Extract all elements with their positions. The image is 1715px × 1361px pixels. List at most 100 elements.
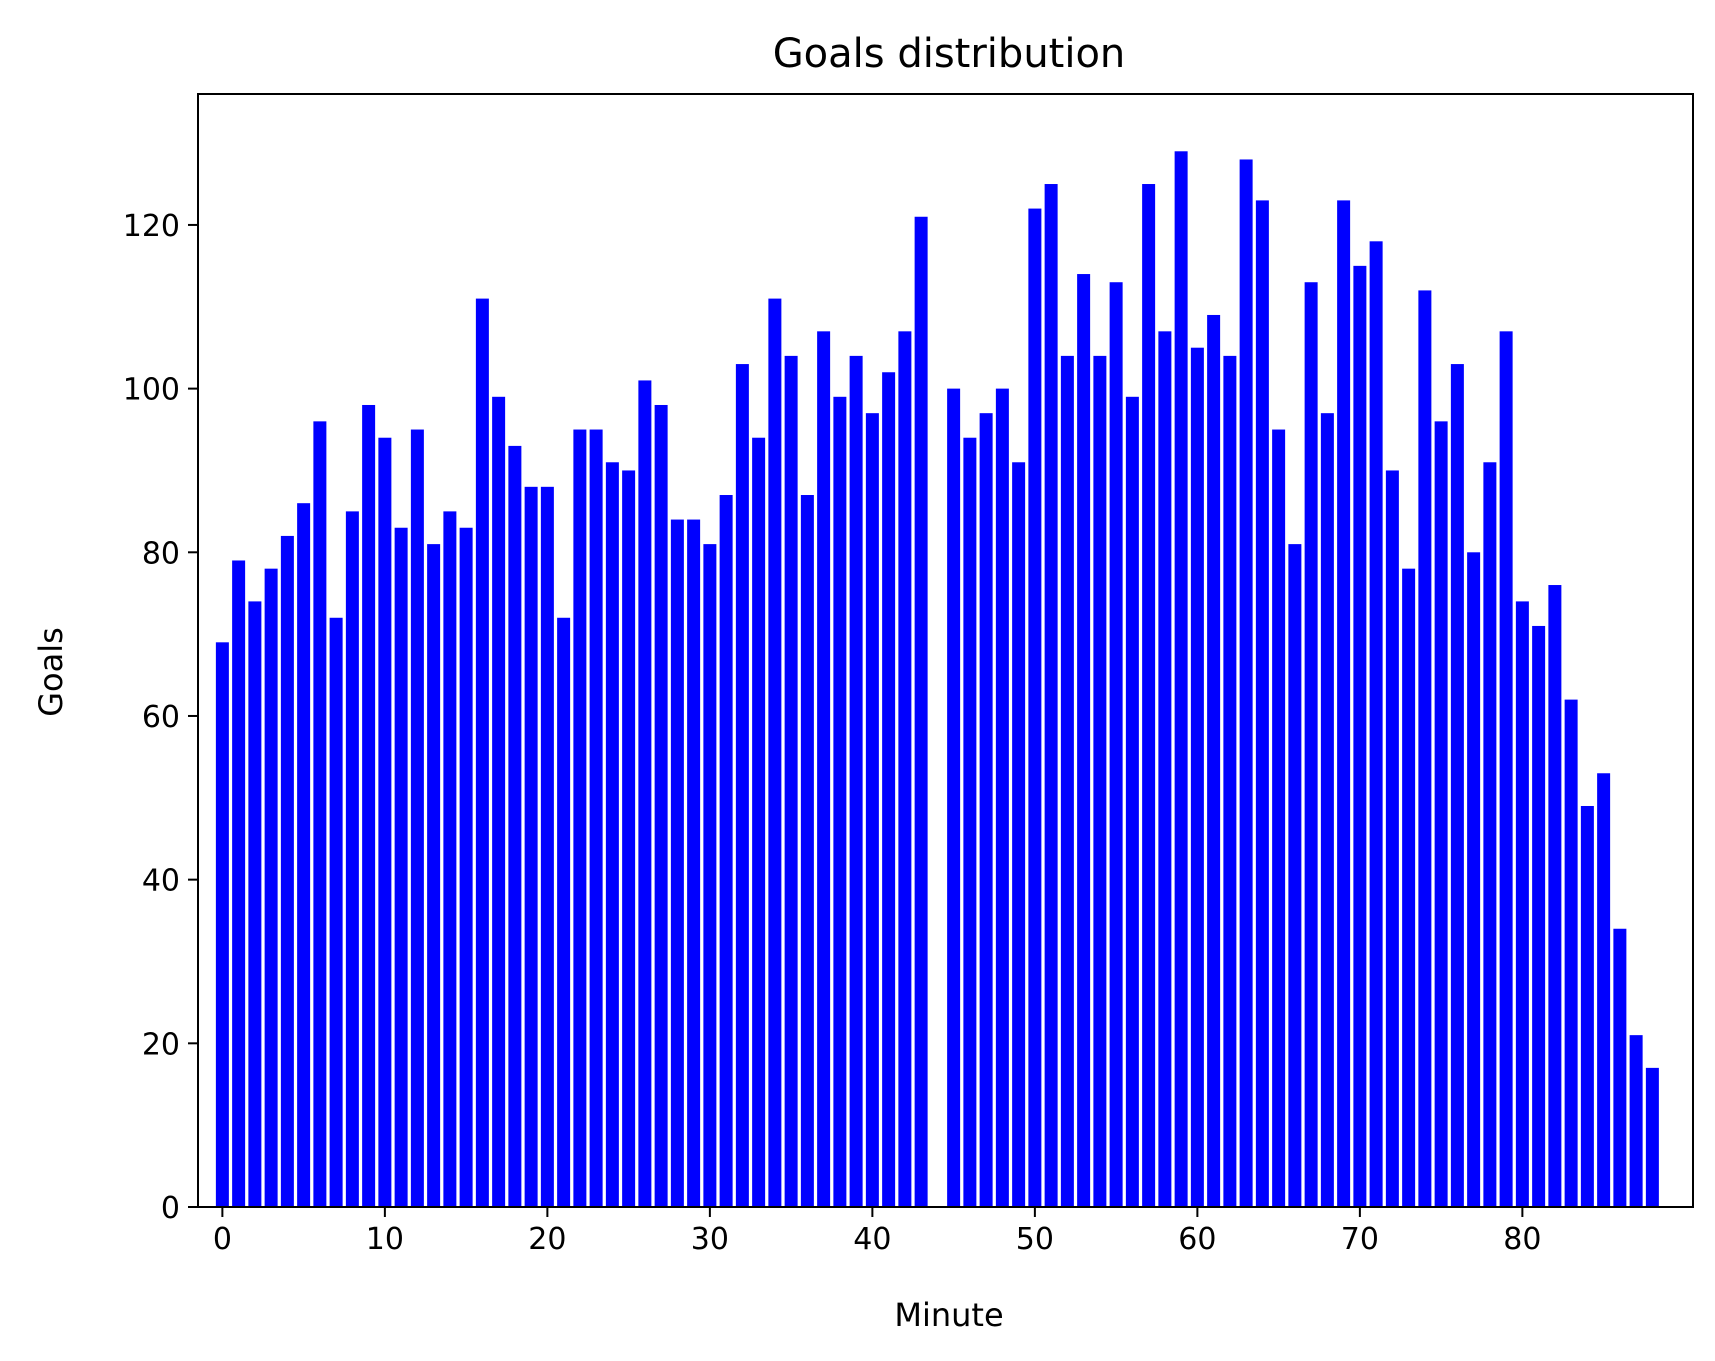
x-tick-label-40: 40 (853, 1222, 891, 1257)
bar-minute-32 (735, 364, 749, 1207)
bar-minute-47 (979, 413, 993, 1207)
x-tick-label-10: 10 (366, 1222, 404, 1257)
bar-minute-0 (215, 642, 229, 1207)
bar-minute-86 (1613, 928, 1627, 1207)
bar-minute-41 (882, 372, 896, 1207)
bar-minute-66 (1288, 544, 1302, 1207)
bar-minute-40 (865, 413, 879, 1207)
x-tick-label-70: 70 (1341, 1222, 1379, 1257)
bar-minute-37 (817, 331, 831, 1207)
bar-minute-34 (768, 298, 782, 1207)
bar-minute-43 (914, 216, 928, 1208)
bar-minute-71 (1369, 241, 1383, 1207)
bar-minute-31 (719, 495, 733, 1208)
x-axis-label: Minute (894, 1296, 1003, 1334)
bar-minute-36 (800, 495, 814, 1208)
bar-minute-18 (508, 445, 522, 1207)
bar-minute-60 (1190, 347, 1204, 1208)
x-tick-label-20: 20 (528, 1222, 566, 1257)
bar-minute-67 (1304, 282, 1318, 1208)
bar-minute-49 (1012, 462, 1026, 1207)
bar-minute-55 (1109, 282, 1123, 1208)
bar-minute-2 (248, 601, 262, 1207)
bar-minute-20 (540, 486, 554, 1208)
bar-minute-85 (1597, 773, 1611, 1207)
bar-minute-70 (1353, 265, 1367, 1207)
bar-minute-48 (995, 388, 1009, 1207)
bar-minute-11 (394, 527, 408, 1207)
bar-minute-73 (1402, 568, 1416, 1207)
bar-minute-62 (1223, 355, 1237, 1208)
bar-minute-88 (1645, 1067, 1659, 1207)
bar-minute-76 (1450, 364, 1464, 1207)
bar-minute-1 (232, 560, 246, 1207)
y-tick-label-0: 0 (161, 1191, 180, 1226)
bar-minute-58 (1158, 331, 1172, 1207)
bar-minute-26 (638, 380, 652, 1207)
bar-minute-8 (345, 511, 359, 1207)
bar-minute-17 (492, 396, 506, 1207)
bar-minute-4 (280, 535, 294, 1207)
bar-minute-59 (1174, 151, 1188, 1208)
bar-minute-15 (459, 527, 473, 1207)
bar-minute-46 (963, 437, 977, 1207)
bar-minute-75 (1434, 421, 1448, 1208)
bar-minute-39 (849, 355, 863, 1208)
x-tick-label-0: 0 (213, 1222, 232, 1257)
bar-minute-3 (264, 568, 278, 1207)
bar-minute-51 (1044, 184, 1058, 1207)
bar-minute-57 (1142, 184, 1156, 1207)
bar-minute-6 (313, 421, 327, 1208)
bar-minute-54 (1093, 355, 1107, 1208)
bar-minute-29 (687, 519, 701, 1207)
x-axis-ticks: 0 10 20 30 40 50 60 70 80 (213, 1207, 1541, 1257)
x-tick-label-50: 50 (1016, 1222, 1054, 1257)
bar-minute-68 (1320, 413, 1334, 1207)
bar-minute-28 (670, 519, 684, 1207)
bar-minute-21 (557, 617, 571, 1207)
y-axis-ticks: 0 20 40 60 80 100 120 (123, 209, 198, 1226)
bar-minute-33 (752, 437, 766, 1207)
y-tick-label-20: 20 (142, 1027, 180, 1062)
bar-minute-38 (833, 396, 847, 1207)
x-tick-label-80: 80 (1503, 1222, 1541, 1257)
bar-minute-42 (898, 331, 912, 1207)
bar-minute-63 (1239, 159, 1253, 1207)
bar-minute-78 (1483, 462, 1497, 1207)
bar-minute-77 (1467, 552, 1481, 1207)
bar-minute-50 (1028, 208, 1042, 1207)
bar-minute-61 (1207, 314, 1221, 1207)
bar-minute-22 (573, 429, 587, 1208)
bar-minute-5 (297, 503, 311, 1207)
y-tick-label-60: 60 (142, 700, 180, 735)
bar-minute-9 (362, 404, 376, 1207)
bar-minute-14 (443, 511, 457, 1207)
bar-minute-72 (1385, 470, 1399, 1207)
bar-minute-13 (427, 544, 441, 1207)
chart-title: Goals distribution (773, 31, 1126, 77)
bar-minute-52 (1060, 355, 1074, 1208)
bar-minute-53 (1077, 274, 1091, 1207)
bar-minute-25 (622, 470, 636, 1207)
bar-minute-19 (524, 486, 538, 1208)
x-tick-label-60: 60 (1178, 1222, 1216, 1257)
bar-minute-80 (1515, 601, 1529, 1207)
bar-minute-84 (1580, 805, 1594, 1207)
bar-minute-83 (1564, 699, 1578, 1207)
bar-minute-79 (1499, 331, 1513, 1207)
y-tick-label-100: 100 (123, 373, 180, 408)
bar-minute-30 (703, 544, 717, 1207)
x-tick-label-30: 30 (691, 1222, 729, 1257)
y-axis-label: Goals (32, 627, 70, 717)
y-tick-label-80: 80 (142, 536, 180, 571)
bar-minute-12 (410, 429, 424, 1208)
bar-minute-69 (1337, 200, 1351, 1207)
bar-minute-23 (589, 429, 603, 1208)
bar-minute-82 (1548, 585, 1562, 1207)
bar-minute-10 (378, 437, 392, 1207)
bar-minute-35 (784, 355, 798, 1208)
bar-minute-45 (947, 388, 961, 1207)
bar-minute-81 (1532, 625, 1546, 1207)
